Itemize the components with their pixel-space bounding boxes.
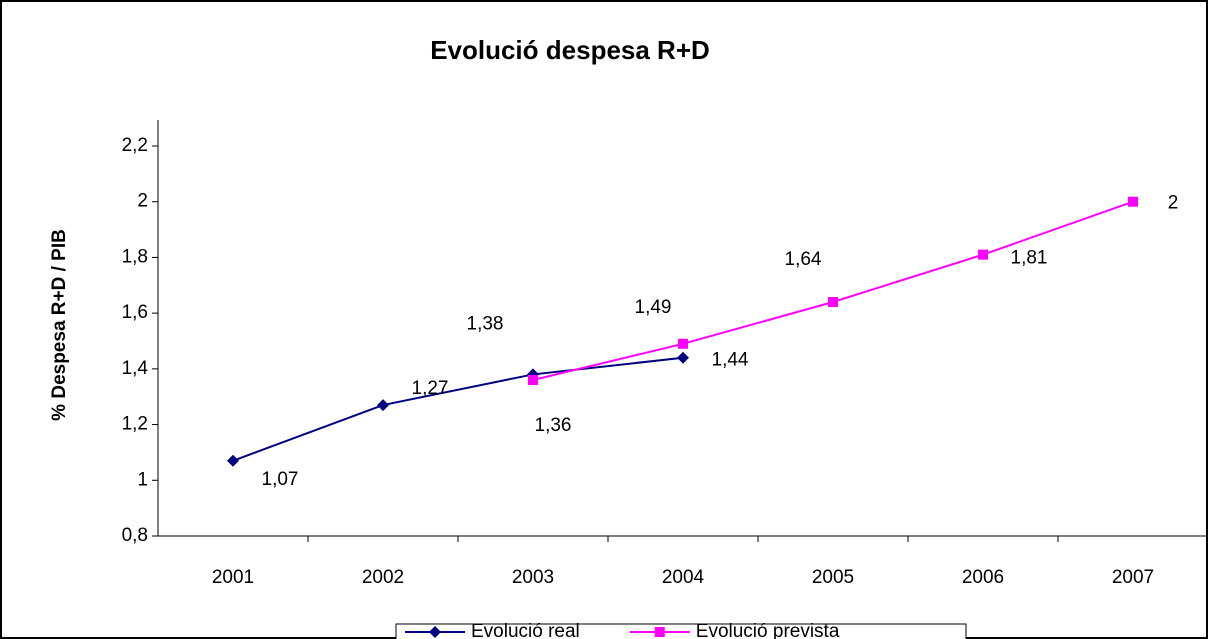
x-tick-label: 2002	[362, 567, 404, 588]
x-tick-label: 2007	[1112, 567, 1154, 588]
marker	[1128, 196, 1138, 207]
y-axis-label: % Despesa R+D / PIB	[49, 229, 70, 421]
legend-label: Evolució real	[471, 621, 580, 639]
y-tick-label: 1,4	[122, 358, 149, 379]
marker	[429, 626, 441, 638]
data-label: 2	[1168, 193, 1179, 214]
data-label: 1,38	[467, 313, 504, 334]
marker	[654, 627, 665, 637]
marker	[528, 375, 538, 385]
y-tick-label: 2	[137, 191, 148, 212]
data-label: 1,44	[712, 350, 749, 371]
marker	[678, 338, 688, 349]
marker	[828, 297, 838, 307]
y-tick-label: 1,6	[122, 302, 148, 323]
data-label: 1,27	[412, 378, 449, 399]
marker	[227, 454, 239, 467]
marker	[677, 351, 689, 364]
marker	[978, 249, 988, 260]
series-line	[232, 356, 684, 462]
data-label: 1,49	[635, 297, 672, 318]
x-tick-label: 2003	[512, 567, 554, 588]
data-label: 1,07	[262, 469, 299, 490]
chart-title: Evolució despesa R+D	[430, 35, 710, 65]
y-tick-label: 1,2	[122, 414, 148, 435]
y-tick-label: 0,8	[122, 525, 148, 546]
legend-label: Evolució prevista	[696, 621, 840, 639]
data-label: 1,81	[1011, 248, 1048, 269]
data-label: 1,64	[785, 249, 822, 270]
y-tick-label: 1,8	[122, 246, 148, 267]
x-tick-label: 2001	[212, 567, 254, 588]
y-tick-label: 1	[137, 469, 148, 490]
x-tick-label: 2005	[812, 567, 854, 588]
x-tick-label: 2006	[962, 567, 1004, 588]
y-tick-label: 2,2	[122, 135, 148, 156]
x-tick-label: 2004	[662, 567, 705, 588]
marker	[377, 399, 389, 412]
data-label: 1,36	[535, 415, 572, 436]
